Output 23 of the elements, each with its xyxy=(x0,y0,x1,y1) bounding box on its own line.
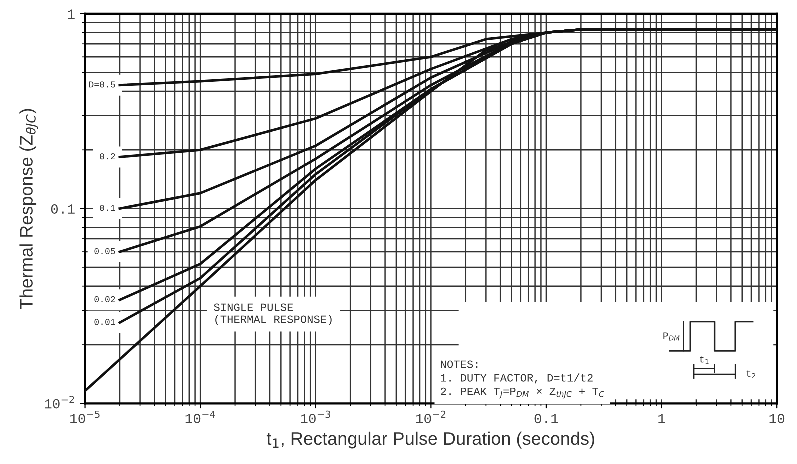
y-tick-label: 1 xyxy=(68,10,75,19)
x-tick-label: 10$^{−3}$ xyxy=(301,410,330,424)
x-tick-label: 10$^{−4}$ xyxy=(186,410,216,424)
series-label: 0.01 xyxy=(94,319,116,326)
y-axis-title: Thermal Response (Z$_{θJC}$) xyxy=(20,109,38,310)
y-tick-label: 0.1 xyxy=(51,204,75,214)
annotation: t$_{2}$ xyxy=(746,370,756,379)
series-label: 0.02 xyxy=(94,296,116,303)
x-tick-label: 10 xyxy=(770,414,785,424)
series-label: D=0.5 xyxy=(89,82,116,88)
series-label: 0.2 xyxy=(100,153,116,160)
series-label: 0.05 xyxy=(94,248,116,254)
x-tick-label: 10$^{−5}$ xyxy=(70,410,100,424)
annotation: SINGLE PULSE (THERMAL RESPONSE) xyxy=(214,304,332,326)
y-tick-label: 10$^{−2}$ xyxy=(45,396,74,409)
annotation: P$_{DM}$ xyxy=(664,332,680,341)
x-tick-label: 0.1 xyxy=(534,414,558,424)
x-axis-title: t$_{1}$, Rectangular Pulse Duration (seconds) xyxy=(266,432,594,449)
annotation: t$_{1}$ xyxy=(700,356,709,364)
text: NOTES: 1. DUTY FACTOR, D=t1/t2 2. PEAK T$_{J}$=P$_{DM}$ × Z$_{thJC}$ + T$_{C}$ xyxy=(441,360,604,399)
x-tick-label: 10$^{−2}$ xyxy=(416,410,446,424)
x-tick-label: 1 xyxy=(658,414,666,424)
series-label: 0.1 xyxy=(100,205,116,212)
